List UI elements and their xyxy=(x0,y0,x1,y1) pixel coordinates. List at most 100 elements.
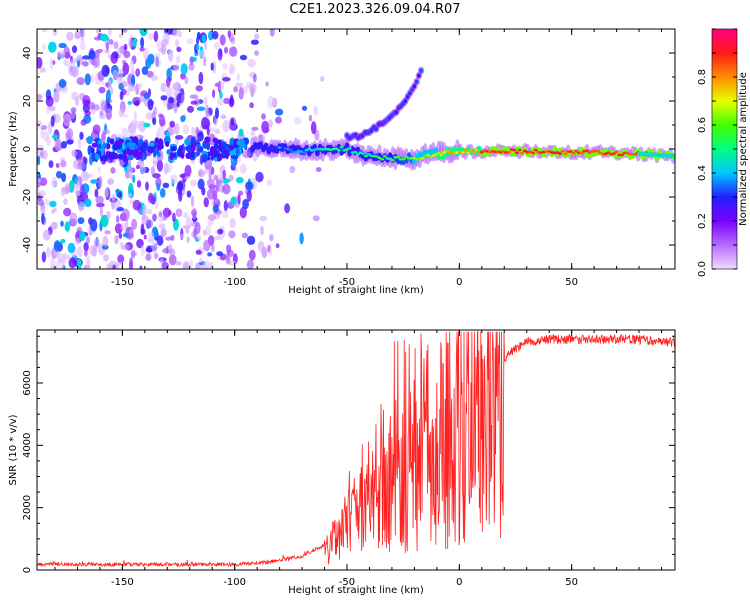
spectrogram-cell xyxy=(105,263,113,269)
spectrogram-cell xyxy=(179,173,186,178)
spectrogram-cell xyxy=(39,67,46,73)
spectrogram-cell xyxy=(55,163,60,168)
spectrogram-cell xyxy=(156,126,165,139)
colorbar-label: Normalized spectral amplitude xyxy=(738,72,749,226)
spectrogram-cell xyxy=(77,138,82,149)
spectrogram-cell xyxy=(202,260,211,269)
spectrogram-cell xyxy=(207,220,214,226)
spectrogram-cell xyxy=(141,66,149,75)
spectrogram-cell xyxy=(121,29,128,33)
spectrogram-cell xyxy=(228,230,236,239)
spectrogram-cell xyxy=(140,37,145,48)
spectrogram-cell xyxy=(77,246,83,258)
spectrogram-cell xyxy=(102,142,107,150)
spectrogram-cell xyxy=(189,56,194,66)
spectrogram-cell xyxy=(158,113,163,118)
spectrogram-cell xyxy=(203,118,211,130)
spectrogram-noise xyxy=(37,29,325,269)
spectrogram-cell xyxy=(136,164,140,170)
spectrogram-cell xyxy=(165,236,173,241)
spectrogram-cell xyxy=(99,205,103,218)
spectrogram-cell xyxy=(219,91,223,99)
snr-y-tick-label: 0 xyxy=(22,567,33,573)
spectrogram-cell xyxy=(215,107,219,119)
spectrogram-cell xyxy=(180,115,186,123)
spectrogram-cell xyxy=(132,199,142,211)
spectrogram-cell xyxy=(88,49,96,60)
spectrogram-cell xyxy=(209,148,215,156)
spectrogram-cell xyxy=(77,59,80,68)
spectrogram-cell xyxy=(188,63,195,71)
ridge-core xyxy=(611,152,616,155)
ridge-core xyxy=(336,149,341,152)
spectrogram-cell xyxy=(173,63,180,72)
spectrogram-cell xyxy=(41,251,47,263)
spectrogram-cell xyxy=(93,56,101,68)
spectrogram-cell xyxy=(77,161,86,171)
x-tick-label: -100 xyxy=(223,277,246,288)
ridge-core xyxy=(334,147,339,150)
spectrogram-cell xyxy=(158,223,166,230)
snr-y-axis-label: SNR (10 * v/v) xyxy=(8,414,19,485)
spectrogram-cell xyxy=(228,144,235,150)
spectrogram-cell xyxy=(145,181,149,191)
spectrogram-cell xyxy=(251,126,259,131)
spectrogram-cell xyxy=(84,157,88,165)
spectrogram-cell xyxy=(212,204,219,213)
spectrogram-cell xyxy=(190,179,197,187)
x-tick-label: 50 xyxy=(565,277,578,288)
ridge-core xyxy=(558,152,562,155)
spectrogram-cell xyxy=(166,149,171,155)
spectrogram-cell xyxy=(117,254,125,264)
y-tick-label: -40 xyxy=(22,237,33,253)
spectrogram-cell xyxy=(160,82,167,93)
spectrogram-cell xyxy=(228,97,235,108)
spectrogram-cell xyxy=(68,257,77,269)
spectrogram-cell xyxy=(93,238,101,248)
spectrogram-cell xyxy=(142,203,148,217)
spectrogram-cell xyxy=(175,135,184,140)
ridge-core xyxy=(280,149,285,152)
spectrogram-cell xyxy=(114,235,119,245)
spectrogram-cell xyxy=(63,59,69,66)
spectrogram-cell xyxy=(223,97,230,105)
spectrogram-cell xyxy=(127,101,133,105)
spectrogram-cell xyxy=(55,170,63,179)
spectrogram-cell xyxy=(241,232,249,239)
spectrogram-cell xyxy=(201,154,208,162)
spectrogram-cell xyxy=(183,124,190,135)
spectrogram-cell xyxy=(77,258,82,269)
spectrogram-cell xyxy=(175,39,180,48)
spectrogram-cell xyxy=(111,193,116,201)
spectrogram-cell xyxy=(119,91,124,101)
ridge-core xyxy=(531,151,535,155)
ridge-cell xyxy=(552,146,557,152)
ridge-core xyxy=(520,151,525,155)
spectrogram-cell xyxy=(82,95,91,108)
spectrogram-cell xyxy=(176,101,180,108)
ridge-core xyxy=(606,151,611,154)
spectrogram-cell xyxy=(112,69,118,77)
spectrogram-cell xyxy=(148,33,154,41)
spectrogram-cell xyxy=(217,228,224,235)
spectrogram-cell xyxy=(184,164,192,177)
ridge-core xyxy=(307,147,312,151)
ridge-core xyxy=(401,157,406,161)
spectrogram-cell xyxy=(143,47,150,60)
spectrogram-cell xyxy=(139,265,143,269)
spectrogram-cell xyxy=(121,244,130,251)
spectrogram-cell xyxy=(189,94,199,99)
spectrogram-cell xyxy=(111,198,115,210)
spectrogram-cell xyxy=(106,108,113,115)
spectrogram-cell xyxy=(107,79,112,90)
spectrogram-cell xyxy=(222,169,226,180)
spectrogram-cell xyxy=(222,144,229,149)
spectrogram-cell xyxy=(49,57,54,70)
spectrogram-cell xyxy=(48,100,53,105)
spectrogram-cell xyxy=(118,108,125,118)
spectrogram-cell xyxy=(247,58,256,68)
spectrogram-cell xyxy=(116,207,125,212)
spectrogram-cell xyxy=(265,81,269,87)
spectrogram-cell xyxy=(229,150,236,156)
spectrogram-cell xyxy=(218,80,225,92)
